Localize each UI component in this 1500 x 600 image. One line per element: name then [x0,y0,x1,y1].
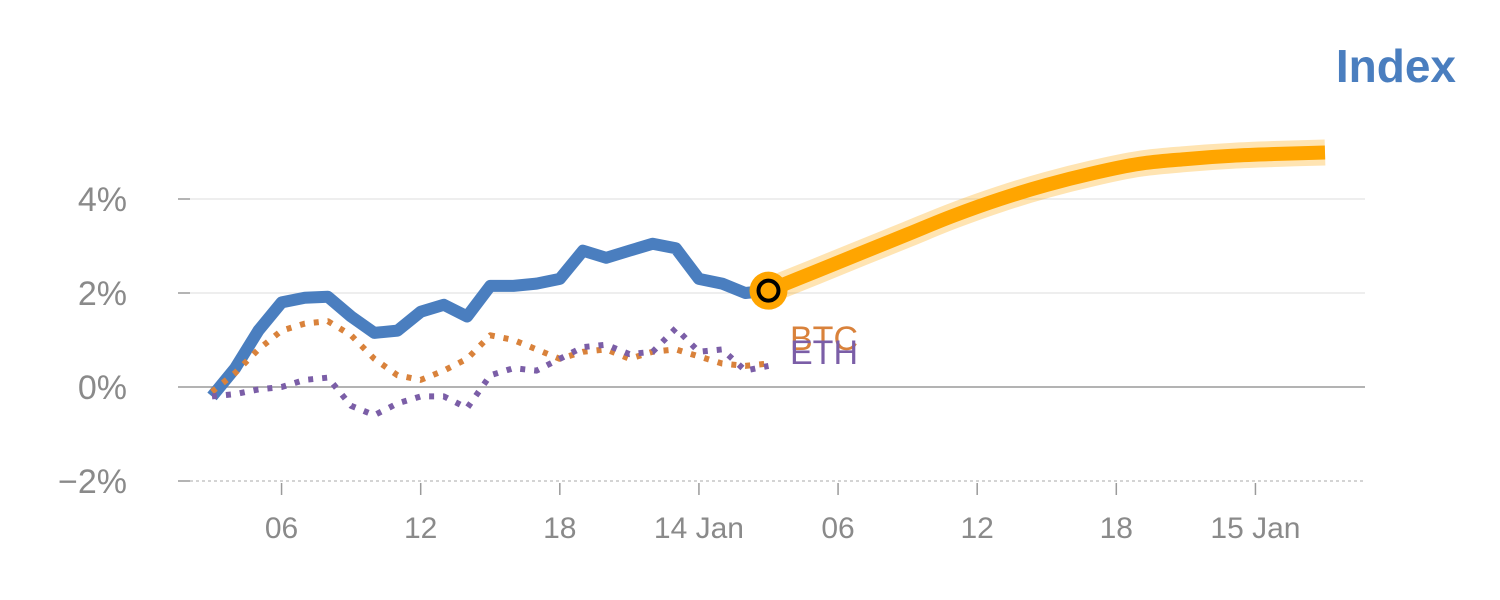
x-tick-label: 06 [821,512,854,545]
grid-lines [190,198,1365,482]
y-tick-label: 2% [78,275,127,313]
forecast-marker-group [749,271,788,310]
x-axis-ticks: 06 12 18 14 Jan 06 12 18 15 Jan [265,483,1300,545]
series-label-eth: ETH [790,334,858,372]
forecast-line-halo [763,139,1326,303]
forecast-marker-ring [756,278,781,303]
series-lines [207,139,1326,419]
y-tick-label: −2% [58,463,127,501]
x-tick-label: 18 [1100,512,1133,545]
x-tick-label: 12 [961,512,994,545]
series-line-eth [211,325,770,419]
chart-title: Index [1336,40,1457,92]
series-line-forecast [765,145,1326,298]
x-tick-label: 14 Jan [654,512,744,545]
series-line-btc [210,318,769,395]
series-line-index [207,237,770,401]
y-axis-ticks: 4% 2% 0% −2% [58,181,190,501]
x-tick-label: 18 [543,512,576,545]
x-tick-label: 15 Jan [1210,512,1300,545]
series-label-btc: BTC [790,320,858,358]
forecast-marker-outer [749,271,788,310]
x-tick-label: 12 [404,512,437,545]
y-tick-label: 0% [78,369,127,407]
y-tick-label: 4% [78,181,127,219]
x-tick-label: 06 [265,512,298,545]
